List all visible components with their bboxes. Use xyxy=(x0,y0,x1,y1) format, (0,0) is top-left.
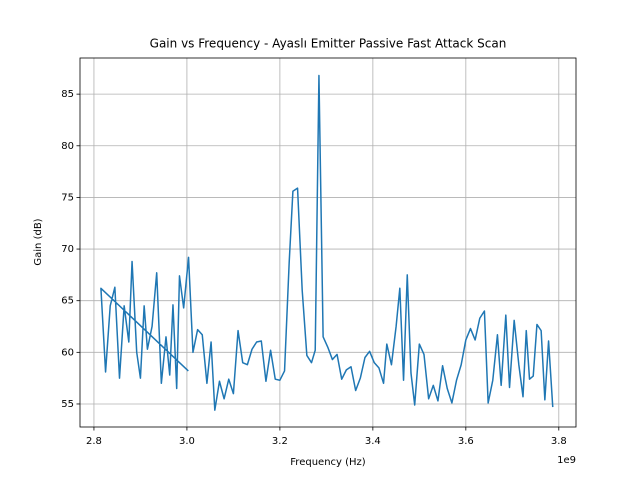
chart-title: Gain vs Frequency - Ayaslı Emitter Passi… xyxy=(150,37,507,51)
y-tick-label: 85 xyxy=(61,89,74,100)
x-tick-label: 3.6 xyxy=(458,436,474,447)
x-tick-label: 3.2 xyxy=(272,436,288,447)
x-offset-label: 1e9 xyxy=(557,455,576,466)
x-axis-label: Frequency (Hz) xyxy=(290,457,366,468)
y-tick-label: 75 xyxy=(61,192,74,203)
y-tick-label: 65 xyxy=(61,296,74,307)
y-tick-label: 70 xyxy=(61,244,74,255)
plot-frame xyxy=(79,57,577,428)
y-axis-label: Gain (dB) xyxy=(33,218,44,265)
x-tick-label: 3.8 xyxy=(551,436,567,447)
x-tick-label: 2.8 xyxy=(86,436,102,447)
y-tick-label: 60 xyxy=(61,347,74,358)
y-tick-label: 80 xyxy=(61,141,74,152)
x-tick-label: 3.0 xyxy=(179,436,195,447)
x-tick-label: 3.4 xyxy=(365,436,381,447)
data-line xyxy=(100,74,554,411)
y-tick-label: 55 xyxy=(61,399,74,410)
